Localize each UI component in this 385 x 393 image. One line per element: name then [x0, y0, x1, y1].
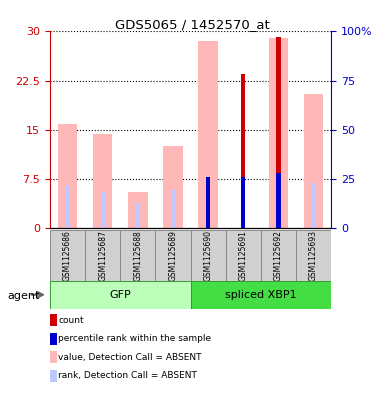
Text: spliced XBP1: spliced XBP1: [225, 290, 297, 300]
Bar: [128, 192, 147, 228]
Text: agent: agent: [8, 290, 40, 301]
Text: GSM1125688: GSM1125688: [133, 230, 142, 281]
Bar: [311, 184, 316, 228]
Bar: [199, 41, 218, 228]
Bar: [171, 190, 175, 228]
Bar: [191, 281, 331, 309]
Bar: [241, 74, 245, 228]
Bar: [269, 38, 288, 228]
Bar: [121, 230, 156, 281]
Text: GFP: GFP: [109, 290, 131, 300]
Bar: [191, 230, 226, 281]
Text: count: count: [58, 316, 84, 325]
Bar: [93, 134, 112, 228]
Bar: [226, 230, 261, 281]
Bar: [276, 173, 281, 228]
Text: rank, Detection Call = ABSENT: rank, Detection Call = ABSENT: [58, 371, 197, 380]
Bar: [100, 192, 105, 228]
Bar: [276, 37, 281, 228]
Text: percentile rank within the sample: percentile rank within the sample: [58, 334, 211, 343]
Bar: [65, 185, 70, 228]
Bar: [296, 230, 331, 281]
Text: GSM1125689: GSM1125689: [169, 230, 177, 281]
Bar: [156, 230, 191, 281]
Bar: [58, 125, 77, 228]
Text: GDS5065 / 1452570_at: GDS5065 / 1452570_at: [115, 18, 270, 31]
Bar: [85, 230, 120, 281]
Bar: [136, 203, 140, 228]
Bar: [50, 230, 85, 281]
Text: GSM1125687: GSM1125687: [98, 230, 107, 281]
Text: value, Detection Call = ABSENT: value, Detection Call = ABSENT: [58, 353, 202, 362]
Bar: [206, 177, 210, 228]
Text: GSM1125691: GSM1125691: [239, 230, 248, 281]
Text: GSM1125693: GSM1125693: [309, 230, 318, 281]
Bar: [241, 177, 245, 228]
Text: GSM1125690: GSM1125690: [204, 230, 213, 281]
Bar: [261, 230, 296, 281]
Bar: [304, 94, 323, 228]
Text: GSM1125686: GSM1125686: [63, 230, 72, 281]
Bar: [50, 281, 191, 309]
Bar: [163, 146, 182, 228]
Text: GSM1125692: GSM1125692: [274, 230, 283, 281]
